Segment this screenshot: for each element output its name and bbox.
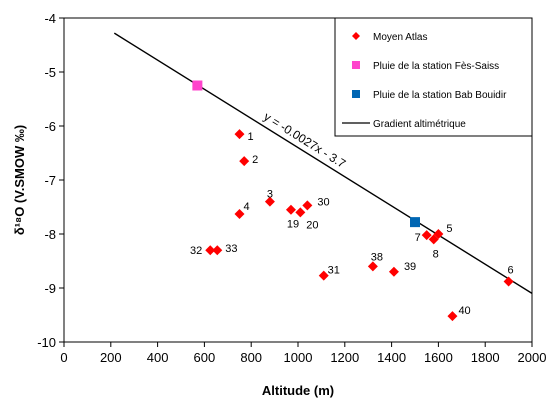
data-point (428, 234, 439, 245)
y-tick-label: -7 (44, 173, 56, 188)
x-tick-label: 2000 (518, 350, 547, 365)
data-point (264, 196, 275, 207)
x-tick-label: 800 (240, 350, 262, 365)
y-tick-label: -8 (44, 227, 56, 242)
data-point (433, 229, 444, 239)
data-point (503, 276, 514, 287)
point-label: 20 (306, 219, 318, 231)
legend-label: Pluie de la station Bab Bouidir (373, 90, 507, 101)
y-tick-label: -4 (44, 11, 56, 26)
trendline (113, 32, 533, 294)
x-tick-label: 1400 (377, 350, 406, 365)
data-point (205, 245, 216, 256)
x-tick-label: 0 (60, 350, 67, 365)
y-tick-label: -10 (37, 335, 56, 350)
legend-label: Pluie de la station Fès-Saiss (373, 61, 499, 72)
y-axis-title: δ¹⁸O (V.SMOW ‰) (12, 125, 27, 235)
data-point (192, 80, 203, 91)
x-tick-label: 600 (194, 350, 216, 365)
legend-marker (352, 90, 360, 98)
point-label: 19 (287, 219, 299, 231)
data-point (318, 270, 329, 281)
data-point (212, 245, 223, 256)
data-point (410, 217, 420, 228)
point-label: 40 (458, 305, 470, 317)
point-label: 7 (415, 232, 421, 244)
data-point (285, 204, 296, 215)
legend: Moyen Atlas Pluie de la station Fès-Saiss… (334, 17, 533, 137)
data-point (367, 261, 378, 272)
point-label: 2 (252, 154, 258, 166)
x-axis-title: Altitude (m) (262, 383, 334, 398)
point-label: 32 (190, 245, 202, 257)
point-label: 5 (446, 223, 452, 235)
y-axis: -4 -5 -6 -7 -8 -9 -10 (37, 11, 64, 350)
y-tick-label: -9 (44, 281, 56, 296)
data-point (295, 207, 306, 218)
point-label: 6 (508, 265, 514, 277)
data-point (447, 311, 458, 322)
y-tick-label: -6 (44, 119, 56, 134)
legend-label: Gradient altimétrique (373, 119, 466, 130)
legend-label: Moyen Atlas (373, 32, 427, 43)
x-tick-label: 400 (147, 350, 169, 365)
point-label: 31 (328, 265, 340, 277)
data-point (239, 156, 250, 167)
point-label: 30 (317, 196, 329, 208)
legend-marker (352, 61, 360, 69)
point-label: 39 (404, 261, 416, 273)
x-tick-label: 1200 (330, 350, 359, 365)
point-label: 4 (244, 201, 250, 213)
legend-marker (352, 32, 360, 40)
point-label: 38 (371, 251, 383, 263)
point-label: 1 (248, 131, 254, 143)
x-axis: 0 200 400 600 800 1000 1200 1400 1600 1800 2000 (60, 342, 546, 365)
legend-box (334, 17, 533, 137)
x-tick-label: 1600 (424, 350, 453, 365)
point-label: 3 (267, 189, 273, 201)
point-label: 33 (225, 243, 237, 255)
y-tick-label: -5 (44, 65, 56, 80)
data-point (234, 129, 245, 140)
point-label: 8 (433, 248, 439, 260)
data-points: 1 2 3 4 19 20 30 32 33 31 38 39 78 5 6 40 (190, 80, 514, 322)
x-tick-label: 1000 (284, 350, 313, 365)
data-point (388, 266, 399, 277)
data-point (421, 230, 432, 241)
x-tick-label: 200 (100, 350, 122, 365)
data-point (302, 200, 313, 211)
x-tick-label: 1800 (471, 350, 500, 365)
data-point (234, 209, 245, 220)
